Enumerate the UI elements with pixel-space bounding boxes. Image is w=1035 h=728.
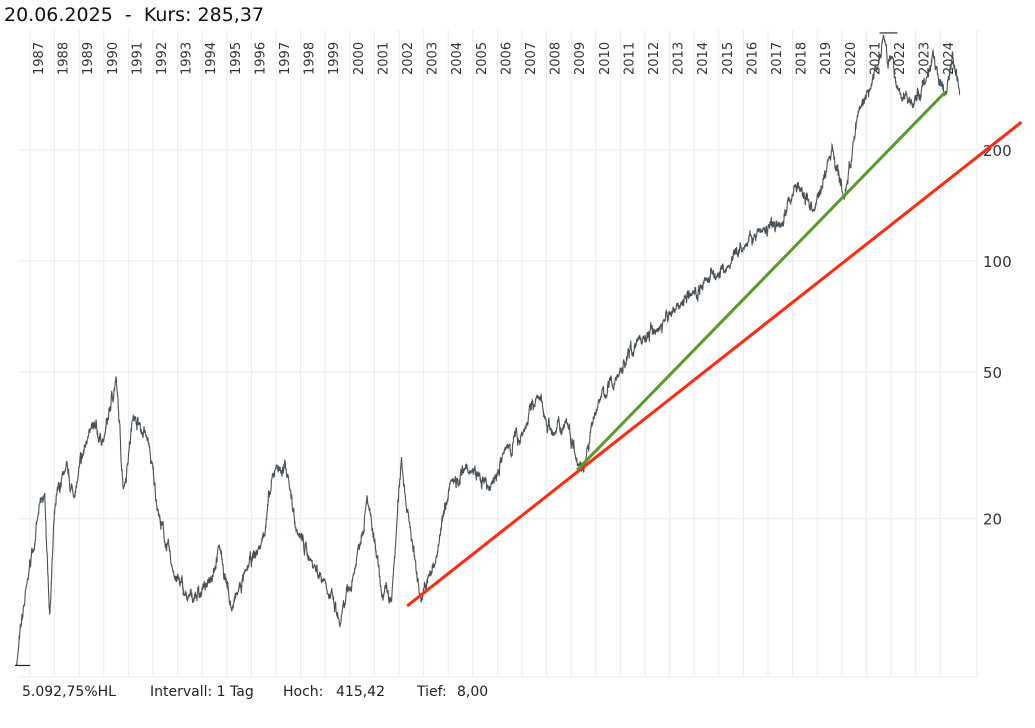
- y-tick-label: 20: [983, 511, 1002, 529]
- separator: -: [112, 4, 144, 26]
- x-tick-label: 1988: [57, 42, 72, 75]
- x-tick-label: 2022: [893, 42, 908, 75]
- x-tick-label: 2006: [499, 42, 514, 75]
- x-tick-label: 2009: [573, 42, 588, 75]
- x-tick-label: 1994: [204, 42, 219, 75]
- x-tick-label: 2016: [745, 42, 760, 75]
- chart-title: 20.06.2025 - Kurs: 285,37: [4, 4, 264, 26]
- y-tick-label: 50: [983, 364, 1002, 382]
- x-tick-label: 2011: [622, 42, 637, 75]
- x-tick-label: 1999: [327, 42, 342, 75]
- x-tick-label: 2008: [549, 42, 564, 75]
- x-tick-label: 2013: [672, 42, 687, 75]
- x-tick-label: 2010: [598, 42, 613, 75]
- x-tick-label: 2014: [696, 42, 711, 75]
- x-tick-label: 2017: [770, 42, 785, 75]
- x-tick-label: 2003: [426, 42, 441, 75]
- x-tick-label: 2001: [376, 42, 391, 75]
- x-tick-label: 2012: [647, 42, 662, 75]
- x-tick-label: 1998: [303, 42, 318, 75]
- high-label: Hoch:: [283, 684, 324, 700]
- y-tick-label: 100: [983, 253, 1012, 271]
- x-tick-label: 2000: [352, 42, 367, 75]
- x-tick-label: 2002: [401, 42, 416, 75]
- date-label: 20.06.2025: [4, 4, 113, 26]
- x-tick-label: 1989: [81, 42, 96, 75]
- high-value: 415,42: [336, 684, 385, 700]
- support-long-trendline: [406, 120, 1023, 608]
- low-value: 8,00: [457, 684, 489, 700]
- y-tick-label: 200: [983, 142, 1012, 160]
- x-tick-label: 1991: [130, 42, 145, 75]
- x-tick-label: 1997: [278, 42, 293, 75]
- x-tick-label: 2004: [450, 42, 465, 75]
- support-short-trendline: [576, 91, 947, 472]
- price-label: Kurs:: [143, 4, 192, 26]
- x-tick-label: 1993: [180, 42, 195, 75]
- x-tick-label: 2015: [721, 42, 736, 75]
- x-tick-label: 1995: [229, 42, 244, 75]
- change-percent: 5.092,75%HL: [22, 684, 116, 700]
- x-tick-label: 2019: [819, 42, 834, 75]
- low-label: Tief:: [417, 684, 447, 700]
- chart-footer: 5.092,75%HL Intervall: 1 Tag Hoch: 415,4…: [22, 684, 488, 700]
- x-tick-label: 1987: [32, 42, 47, 75]
- x-tick-label: 2021: [868, 42, 883, 75]
- x-tick-label: 1990: [106, 42, 121, 75]
- x-tick-label: 1996: [253, 42, 268, 75]
- x-tick-label: 2020: [844, 42, 859, 75]
- x-tick-label: 2007: [524, 42, 539, 75]
- price-value: 285,37: [197, 4, 265, 26]
- x-tick-label: 2005: [475, 42, 490, 75]
- interval-label: Intervall: 1 Tag: [150, 684, 254, 700]
- x-tick-label: 2018: [795, 42, 810, 75]
- x-tick-label: 2023: [918, 42, 933, 75]
- x-tick-label: 1992: [155, 42, 170, 75]
- price-line: [15, 34, 961, 666]
